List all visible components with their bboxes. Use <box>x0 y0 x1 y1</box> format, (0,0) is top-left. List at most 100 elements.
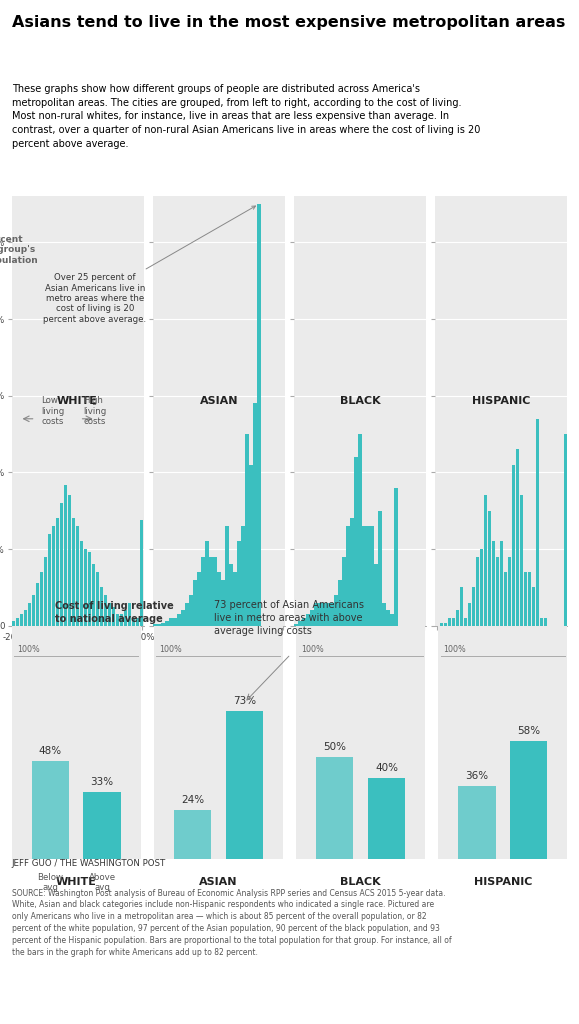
Text: 73%: 73% <box>233 695 256 706</box>
Bar <box>226 711 263 858</box>
Text: 40%: 40% <box>375 763 398 772</box>
Bar <box>371 526 374 626</box>
Bar <box>24 610 27 626</box>
Bar <box>169 618 173 626</box>
Bar <box>116 613 119 626</box>
Bar <box>165 622 168 626</box>
Text: 100%: 100% <box>444 645 466 654</box>
Bar <box>72 518 75 626</box>
Bar <box>47 534 52 626</box>
Bar <box>32 762 69 858</box>
Bar <box>12 622 16 626</box>
Bar <box>40 572 43 626</box>
Text: HISPANIC: HISPANIC <box>472 396 530 407</box>
Bar <box>314 603 318 626</box>
Bar <box>209 557 212 626</box>
Bar <box>318 603 322 626</box>
Text: 33%: 33% <box>90 777 113 786</box>
Bar <box>334 595 338 626</box>
Bar <box>237 542 241 626</box>
Bar <box>28 603 31 626</box>
Bar <box>367 526 370 626</box>
Bar <box>245 434 249 626</box>
Text: Over 25 percent of
Asian Americans live in
metro areas where the
cost of living : Over 25 percent of Asian Americans live … <box>43 206 255 324</box>
Bar <box>225 526 229 626</box>
Bar <box>100 588 104 626</box>
Bar <box>536 419 539 626</box>
Bar <box>444 623 447 626</box>
Bar <box>128 603 131 626</box>
Bar <box>358 434 362 626</box>
Bar <box>456 610 459 626</box>
Bar <box>221 580 225 626</box>
Bar <box>96 572 100 626</box>
Text: HISPANIC: HISPANIC <box>474 878 532 887</box>
Bar <box>140 520 144 626</box>
Bar <box>544 618 547 626</box>
Text: BLACK: BLACK <box>340 396 380 407</box>
Bar <box>16 618 20 626</box>
Bar <box>515 450 519 626</box>
Bar <box>512 465 515 626</box>
Text: BLACK: BLACK <box>340 878 381 887</box>
Bar <box>510 741 547 858</box>
Bar <box>483 496 488 626</box>
Bar <box>60 503 64 626</box>
Bar <box>504 572 507 626</box>
Bar <box>108 603 111 626</box>
Text: Above
avg: Above avg <box>89 872 116 892</box>
Bar <box>354 457 358 626</box>
Text: WHITE: WHITE <box>57 396 98 407</box>
Bar <box>330 603 334 626</box>
Text: Low
living
costs: Low living costs <box>42 396 65 426</box>
Bar <box>390 613 394 626</box>
Bar <box>197 572 201 626</box>
Bar <box>310 610 314 626</box>
Bar <box>104 595 108 626</box>
Bar <box>368 777 405 858</box>
Bar <box>233 572 237 626</box>
Bar <box>44 557 47 626</box>
Bar <box>362 526 366 626</box>
Bar <box>342 557 346 626</box>
Bar <box>394 487 398 626</box>
Bar <box>527 572 532 626</box>
Bar <box>173 618 177 626</box>
Bar <box>386 610 390 626</box>
Bar <box>382 603 386 626</box>
Bar <box>519 496 523 626</box>
Bar <box>523 572 527 626</box>
Bar <box>80 542 83 626</box>
Bar <box>36 583 39 626</box>
Bar <box>302 618 306 626</box>
Bar <box>157 625 161 626</box>
Text: Asians tend to live in the most expensive metropolitan areas: Asians tend to live in the most expensiv… <box>12 15 565 31</box>
Text: 100%: 100% <box>159 645 182 654</box>
Bar <box>253 403 256 626</box>
Bar <box>88 552 91 626</box>
Bar <box>479 549 483 626</box>
Bar <box>213 557 217 626</box>
Bar <box>540 618 543 626</box>
Text: 58%: 58% <box>517 726 540 736</box>
Bar <box>327 603 330 626</box>
Bar <box>459 785 496 858</box>
Bar <box>177 613 181 626</box>
Bar <box>205 542 208 626</box>
Bar <box>91 564 96 626</box>
Text: Percent
of group's
population: Percent of group's population <box>0 234 38 264</box>
Bar <box>83 792 120 858</box>
Bar <box>500 542 503 626</box>
Bar <box>76 526 79 626</box>
Text: Cost of living relative
to national average: Cost of living relative to national aver… <box>55 601 174 625</box>
Text: 48%: 48% <box>39 746 62 757</box>
Bar <box>563 434 567 626</box>
Text: High
living
costs: High living costs <box>83 396 107 426</box>
Bar <box>374 564 378 626</box>
Bar <box>153 625 157 626</box>
Bar <box>52 526 56 626</box>
Bar <box>468 603 471 626</box>
Bar <box>471 588 475 626</box>
Bar <box>338 580 342 626</box>
Text: ASIAN: ASIAN <box>199 878 237 887</box>
